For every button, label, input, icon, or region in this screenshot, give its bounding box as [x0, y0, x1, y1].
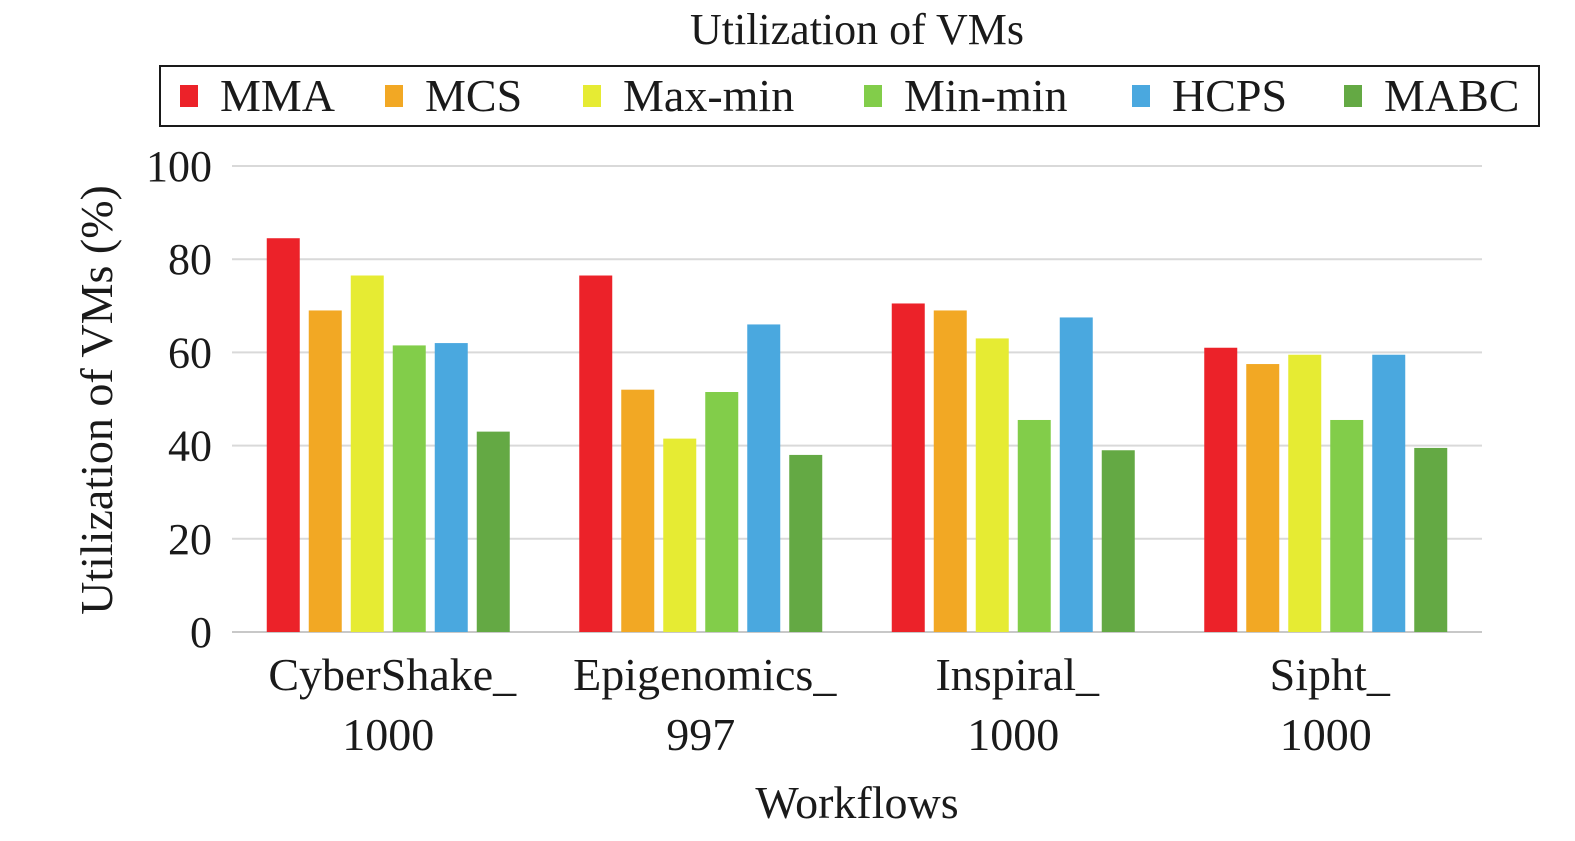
chart-title: Utilization of VMs — [690, 5, 1024, 54]
x-tick-label: 1000 — [967, 709, 1059, 760]
bar — [1059, 317, 1093, 632]
y-tick-label: 100 — [146, 142, 212, 191]
bar — [621, 389, 655, 632]
bar — [476, 431, 510, 632]
y-tick-label: 80 — [168, 235, 212, 284]
legend-swatch — [1344, 85, 1362, 107]
legend-label: HCPS — [1172, 70, 1287, 121]
legend-label: Min-min — [904, 70, 1068, 121]
bar — [1330, 419, 1364, 632]
legend-swatch — [180, 85, 198, 107]
legend-label: MMA — [220, 70, 335, 121]
bar — [705, 392, 739, 632]
y-tick-label: 0 — [190, 608, 212, 657]
y-axis-label: Utilization of VMs (%) — [71, 185, 122, 615]
bar — [1372, 354, 1406, 632]
y-tick-label: 20 — [168, 515, 212, 564]
y-tick-label: 60 — [168, 328, 212, 377]
x-tick-label: Sipht_ — [1270, 649, 1391, 700]
bar — [434, 343, 468, 632]
legend-box — [159, 65, 1540, 127]
y-tick-label: 40 — [168, 422, 212, 471]
bar — [789, 454, 823, 632]
bar — [1246, 364, 1280, 632]
x-tick-label: Inspiral_ — [935, 649, 1100, 700]
legend-swatch — [1132, 85, 1150, 107]
bar — [392, 345, 426, 632]
legend-swatch — [864, 85, 882, 107]
x-tick-label: 997 — [666, 709, 735, 760]
bar — [1288, 354, 1322, 632]
x-tick-label: 1000 — [1280, 709, 1372, 760]
bar — [891, 303, 925, 632]
bar — [266, 238, 300, 633]
x-tick-label: Epigenomics_ — [573, 649, 837, 700]
bars — [266, 238, 1448, 633]
x-tick-label: 1000 — [342, 709, 434, 760]
bar — [1017, 419, 1051, 632]
y-axis-ticks: 0 20 40 60 80 100 — [146, 142, 212, 657]
legend-label: MABC — [1384, 70, 1519, 121]
x-tick-label: CyberShake_ — [268, 649, 517, 700]
bar — [1414, 447, 1448, 632]
legend: MMA MCS Max-min Min-min HCPS MABC — [180, 70, 1519, 121]
bar — [308, 310, 342, 632]
bar — [933, 310, 967, 632]
bar — [975, 338, 1009, 632]
bar — [579, 275, 613, 632]
legend-label: Max-min — [623, 70, 794, 121]
bar — [1204, 347, 1238, 632]
x-axis-label: Workflows — [755, 777, 958, 828]
legend-swatch — [385, 85, 403, 107]
x-axis-categories: CyberShake_ 1000 Epigenomics_ 997 Inspiral_ 1… — [268, 649, 1390, 760]
legend-swatch — [583, 85, 601, 107]
bar — [1101, 450, 1135, 632]
legend-label: MCS — [425, 70, 522, 121]
bar — [747, 324, 781, 632]
bar — [663, 438, 697, 632]
bar — [350, 275, 384, 632]
